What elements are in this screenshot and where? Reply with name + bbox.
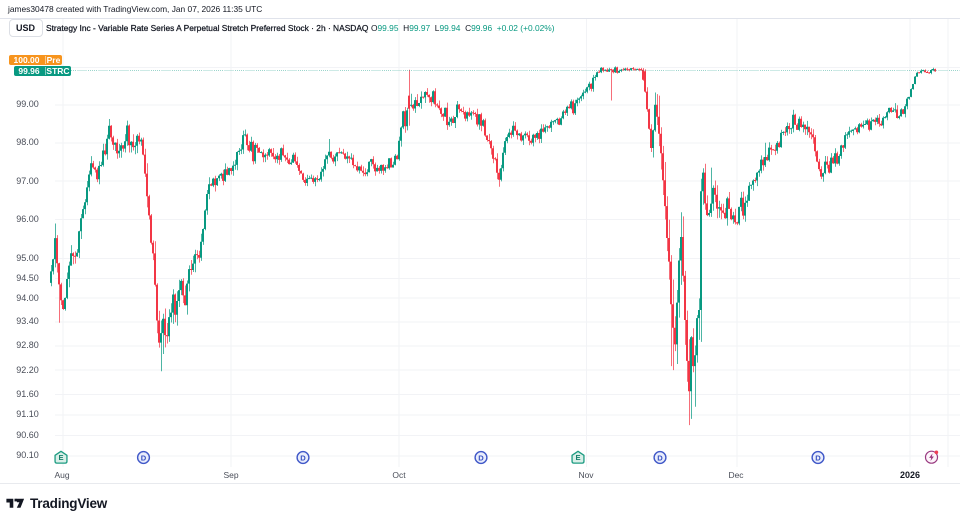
svg-text:D: D bbox=[815, 454, 821, 463]
svg-text:E: E bbox=[575, 453, 580, 462]
svg-text:D: D bbox=[478, 454, 484, 463]
svg-text:D: D bbox=[657, 454, 663, 463]
svg-text:D: D bbox=[141, 454, 147, 463]
svg-text:E: E bbox=[58, 453, 63, 462]
svg-text:D: D bbox=[300, 454, 306, 463]
